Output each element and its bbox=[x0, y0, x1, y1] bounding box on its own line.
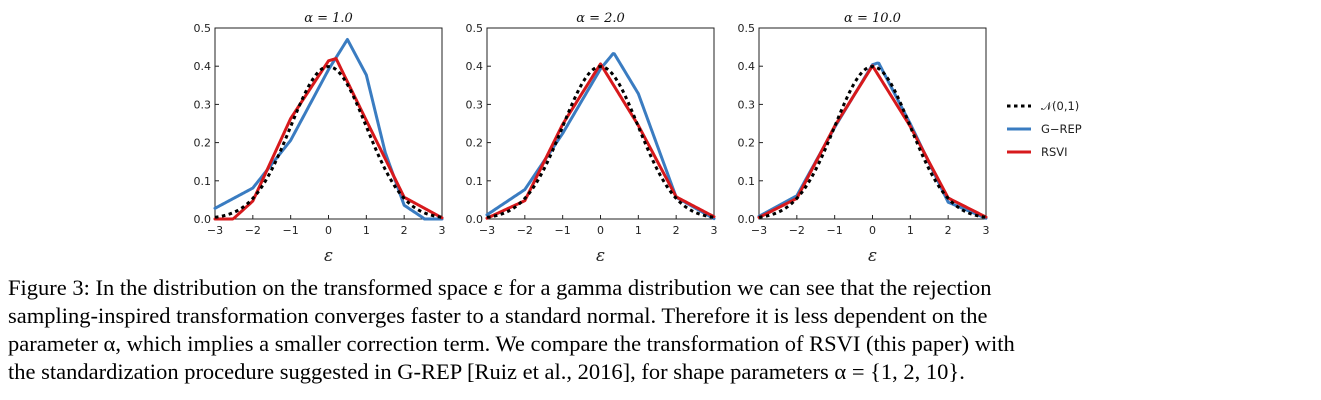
x-tick-label: 0 bbox=[325, 224, 332, 237]
panel-title: α = 2.0 bbox=[576, 11, 625, 26]
x-tick-label: −2 bbox=[789, 224, 805, 237]
series-line-01 bbox=[214, 65, 443, 219]
x-tick-label: −3 bbox=[751, 224, 767, 237]
legend-label: 𝒩(0,1) bbox=[1041, 99, 1079, 113]
series-line-rsvi bbox=[757, 64, 988, 219]
x-tick-label: 0 bbox=[869, 224, 876, 237]
x-tick-label: −3 bbox=[479, 224, 495, 237]
x-tick-label: 3 bbox=[711, 224, 718, 237]
caption-line-2: sampling-inspired transformation converg… bbox=[8, 303, 988, 328]
y-tick-label: 0.2 bbox=[738, 137, 756, 150]
panel-title: α = 10.0 bbox=[844, 11, 901, 26]
x-tick-label: 3 bbox=[983, 224, 990, 237]
x-tick-label: −1 bbox=[555, 224, 571, 237]
figure-3-charts: α = 1.00.00.10.20.30.40.5−3 −2 −1 0 1 2 3εα = … bbox=[194, 11, 1082, 266]
x-tick-label: 2 bbox=[945, 224, 952, 237]
x-tick-label: 1 bbox=[363, 224, 370, 237]
y-tick-label: 0.5 bbox=[738, 22, 756, 35]
series-line-rsvi bbox=[485, 62, 716, 220]
y-tick-label: 0.3 bbox=[466, 98, 484, 111]
x-axis-label: ε bbox=[324, 246, 333, 266]
y-tick-label: 0.4 bbox=[466, 60, 484, 73]
x-tick-label: 1 bbox=[635, 224, 642, 237]
plot-frame bbox=[758, 27, 987, 220]
series-line-rsvi bbox=[213, 57, 444, 221]
y-tick-label: 0.2 bbox=[466, 137, 484, 150]
y-tick-label: 0.4 bbox=[194, 60, 212, 73]
y-tick-label: 0.3 bbox=[194, 98, 212, 111]
x-tick-label: −2 bbox=[517, 224, 533, 237]
x-tick-label: 2 bbox=[401, 224, 408, 237]
x-tick-label: −2 bbox=[245, 224, 261, 237]
caption-line-3: parameter α, which implies a smaller cor… bbox=[8, 331, 1015, 356]
x-tick-label: −1 bbox=[827, 224, 843, 237]
x-tick-label: −1 bbox=[283, 224, 299, 237]
y-tick-label: 0.2 bbox=[194, 137, 212, 150]
legend-label: G−REP bbox=[1041, 122, 1082, 136]
x-tick-label: 3 bbox=[439, 224, 446, 237]
y-tick-label: 0.0 bbox=[738, 213, 756, 226]
y-tick-label: 0.4 bbox=[738, 60, 756, 73]
y-tick-label: 0.5 bbox=[194, 22, 212, 35]
panel-1: α = 1.0 0.0 0.1 0.2 0.3 0.4 0.5 −3 −2 −1 0 1 2 3 ε bbox=[194, 11, 446, 266]
legend-label: RSVI bbox=[1041, 145, 1068, 159]
x-tick-label: 1 bbox=[907, 224, 914, 237]
caption-line-4: the standardization procedure suggested … bbox=[8, 359, 965, 384]
series-line-grep bbox=[213, 37, 444, 221]
y-tick-label: 0.3 bbox=[738, 98, 756, 111]
x-tick-label: 0 bbox=[597, 224, 604, 237]
series-line-01 bbox=[758, 65, 987, 219]
y-tick-label: 0.0 bbox=[194, 213, 212, 226]
y-tick-label: 0.0 bbox=[466, 213, 484, 226]
caption-line-1: Figure 3: In the distribution on the tra… bbox=[8, 275, 992, 300]
series-line-grep bbox=[757, 61, 988, 220]
x-tick-label: 2 bbox=[673, 224, 680, 237]
y-tick-label: 0.1 bbox=[194, 175, 212, 188]
legend: 𝒩(0,1) G−REP RSVI bbox=[1007, 99, 1082, 159]
panel-3: α = 10.0 0.0 0.1 0.2 0.3 0.4 0.5 −3 −2 −1 0 1 2 3 ε bbox=[738, 11, 990, 266]
chart-panels: α = 1.00.00.10.20.30.40.5−3 −2 −1 0 1 2 3εα = … bbox=[194, 11, 990, 266]
y-tick-label: 0.1 bbox=[738, 175, 756, 188]
x-axis-label: ε bbox=[596, 246, 605, 266]
y-tick-label: 0.1 bbox=[466, 175, 484, 188]
panel-2: α = 2.0 0.0 0.1 0.2 0.3 0.4 0.5 −3 −2 −1 0 1 2 3 ε bbox=[466, 11, 718, 266]
series-line-grep bbox=[485, 52, 716, 221]
figure-caption: Figure 3: In the distribution on the tra… bbox=[8, 274, 1308, 386]
y-tick-label: 0.5 bbox=[466, 22, 484, 35]
panel-title: α = 1.0 bbox=[304, 11, 353, 26]
x-tick-label: −3 bbox=[207, 224, 223, 237]
x-axis-label: ε bbox=[868, 246, 877, 266]
series-line-01 bbox=[486, 65, 715, 219]
